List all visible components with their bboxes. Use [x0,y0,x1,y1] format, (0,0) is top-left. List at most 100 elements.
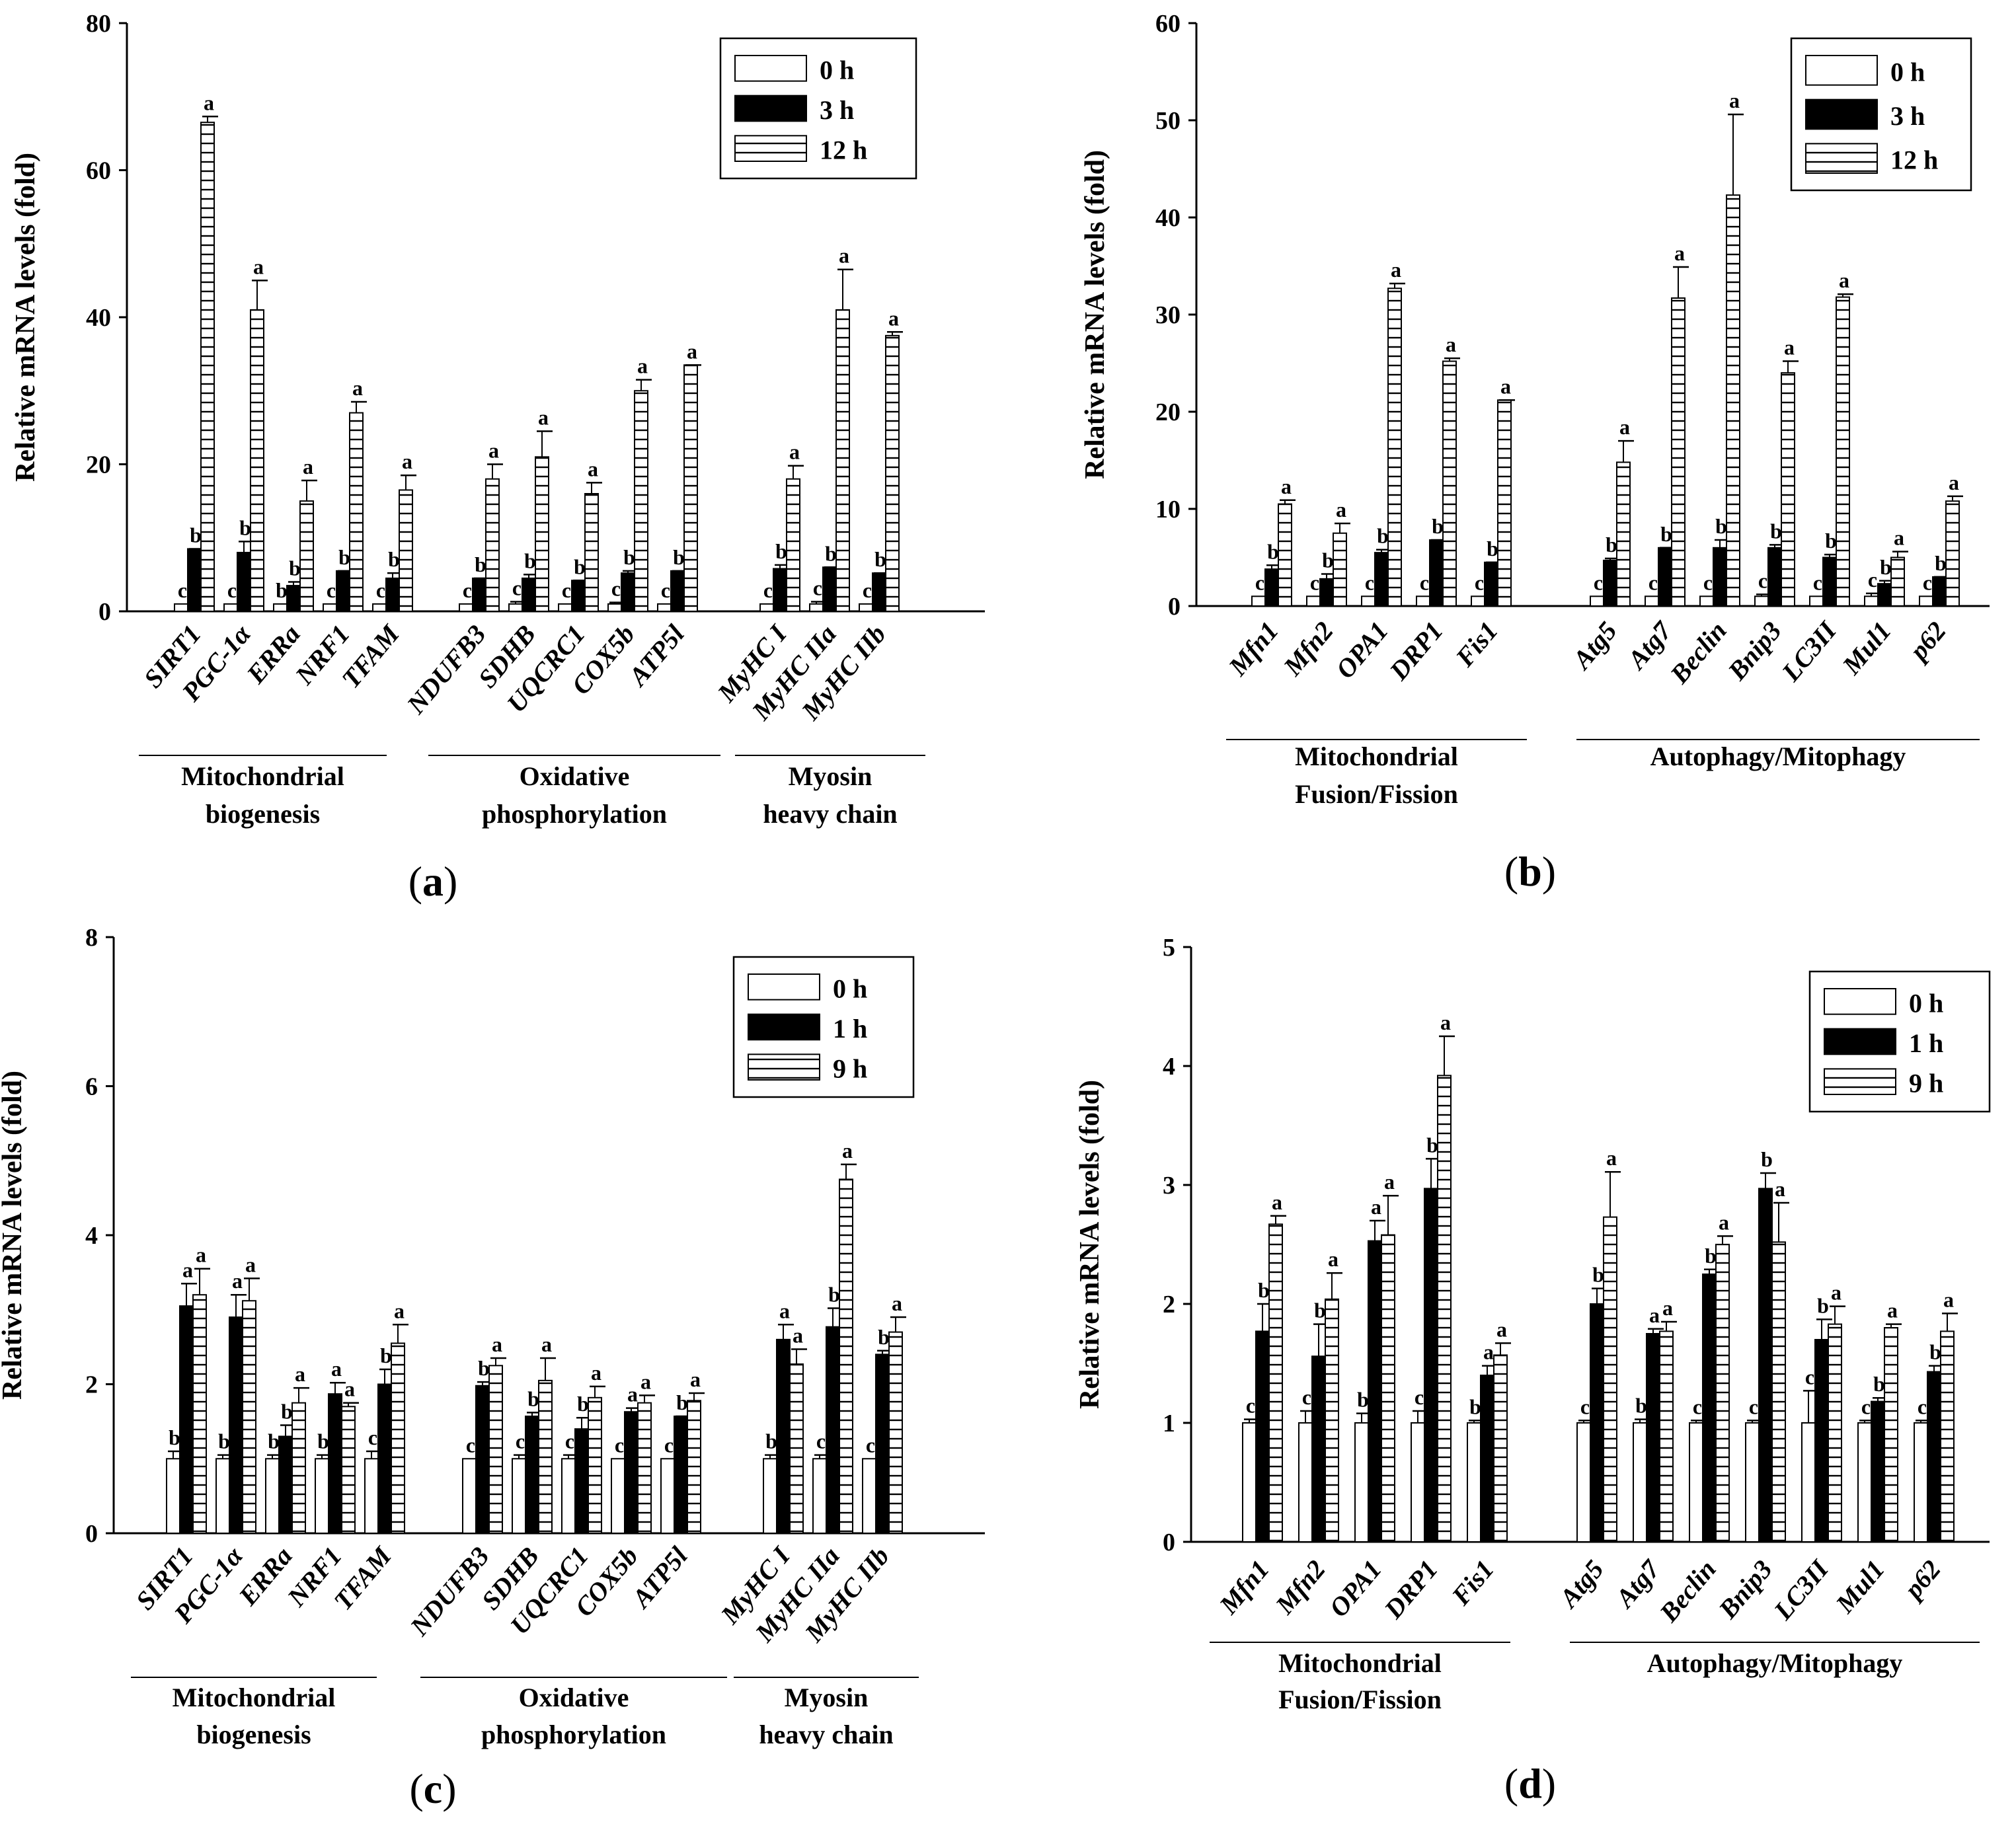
significance-letter: c [1918,1394,1927,1418]
bar-Atg5-0 h [1590,595,1604,607]
x-tick-label-ATP5l: ATP5l [625,1541,693,1615]
significance-letter: a [402,449,412,473]
bar-Beclin-3 h [1713,547,1727,607]
significance-letter: c [466,1433,475,1457]
legend-swatch [1805,55,1878,86]
x-tick-label-Mfn1: Mfn1 [1222,616,1284,682]
y-tick-label: 0 [1163,1529,1175,1556]
panel-label-close: ) [1542,848,1556,895]
bar-Bnip3-12 h [1781,372,1795,607]
legend-label: 9 h [1909,1069,1943,1098]
significance-letter: c [1302,1385,1311,1409]
significance-letter: c [863,578,872,602]
significance-letter: a [352,376,363,400]
bar-MyHC I-1 h [776,1338,791,1534]
y-tick-label: 0 [1168,593,1181,621]
significance-letter: b [239,515,251,539]
legend-swatch [1805,98,1878,130]
bar-NRF1-0 h [323,603,337,612]
significance-letter: a [1281,475,1292,498]
significance-letter: b [1761,1147,1773,1171]
bar-UQCRC1-0 h [561,1458,576,1534]
bar-DRP1-9 h [1437,1075,1452,1542]
significance-letter: b [1606,533,1617,556]
legend-label: 1 h [1909,1028,1943,1058]
significance-letter: b [218,1429,230,1453]
group-title: Oxidative [519,1683,629,1712]
x-tick-label-Fis1: Fis1 [1446,1554,1500,1611]
significance-letter: a [839,244,849,268]
significance-letter: a [245,1252,256,1276]
significance-letter: c [1703,570,1713,594]
significance-letter: b [169,1426,180,1449]
legend-swatch [748,1013,820,1041]
significance-letter: a [1619,415,1630,439]
bar-SDHB-1 h [525,1415,539,1534]
x-tick-label-OPA1: OPA1 [1323,1554,1387,1622]
bar-PGC-1α-0 h [215,1458,230,1534]
bar-NRF1-3 h [336,570,350,612]
bar-NDUFB3-9 h [488,1365,503,1534]
bar-PGC-1α-1 h [229,1316,243,1535]
legend-label: 3 h [820,95,854,125]
significance-letter: c [611,577,621,601]
legend-label: 12 h [1890,145,1938,175]
panel-label: (c) [409,1765,456,1812]
bar-SIRT1-3 h [187,548,202,612]
bar-OPA1-3 h [1374,552,1389,607]
bar-LC3II-0 h [1801,1422,1816,1542]
significance-letter: a [591,1361,601,1385]
significance-letter: a [1500,374,1511,398]
x-tick-label-Fis1: Fis1 [1450,616,1504,673]
bar-MyHC I-3 h [773,568,787,612]
legend: 0 h 1 h 9 h [1808,970,1991,1113]
significance-letter: c [1415,1385,1424,1409]
significance-letter: b [577,1392,589,1416]
significance-letter: a [1839,268,1849,292]
bar-p62-0 h [1914,1422,1928,1542]
y-tick-label: 2 [85,1371,98,1399]
y-tick-label: 8 [85,924,98,952]
bar-UQCRC1-9 h [588,1396,602,1534]
panel-label-letter: c [424,1765,442,1812]
significance-letter: c [1648,570,1658,594]
bar-p62-0 h [1919,595,1933,607]
significance-letter: b [1929,1340,1941,1364]
significance-letter: b [1377,524,1389,548]
significance-letter: a [690,1367,701,1391]
bar-MyHC IIb-0 h [859,603,873,612]
significance-letter: c [565,1429,574,1453]
bar-Mfn1-12 h [1278,503,1292,607]
group-title: Oxidative [520,761,630,791]
significance-letter: b [765,1429,777,1453]
significance-letter: b [190,523,202,547]
panel-label-open: ( [1504,1760,1518,1807]
bar-OPA1-0 h [1361,595,1376,607]
group-title: phosphorylation [481,1720,666,1749]
y-tick-label: 3 [1163,1172,1175,1200]
bar-MyHC I-9 h [789,1363,804,1535]
significance-letter: a [1949,471,1959,494]
x-tick-label-Mul1: Mul1 [1830,1554,1890,1619]
significance-letter: b [1817,1293,1829,1317]
y-tick-label: 4 [1163,1053,1175,1081]
bar-Bnip3-0 h [1754,595,1769,607]
bar-SIRT1-0 h [166,1458,180,1534]
bar-OPA1-12 h [1387,287,1402,607]
legend-label: 12 h [820,135,867,165]
legend-swatch [748,973,820,1001]
significance-letter: c [463,578,472,602]
y-axis-label: Relative mRNA levels (fold) [11,153,41,482]
y-tick-label: 40 [86,304,111,332]
significance-letter: a [588,457,598,480]
bar-Atg7-12 h [1671,297,1686,607]
x-tick-label-Bnip3: Bnip3 [1721,616,1787,686]
x-tick-label-Atg5: Atg5 [1552,1554,1609,1615]
significance-letter: c [562,578,571,602]
bar-p62-9 h [1940,1330,1955,1543]
significance-letter: a [637,354,648,378]
bar-Bnip3-9 h [1771,1241,1786,1543]
significance-letter: a [1272,1190,1282,1214]
significance-letter: b [1267,539,1279,563]
bar-Fis1-9 h [1493,1354,1508,1542]
